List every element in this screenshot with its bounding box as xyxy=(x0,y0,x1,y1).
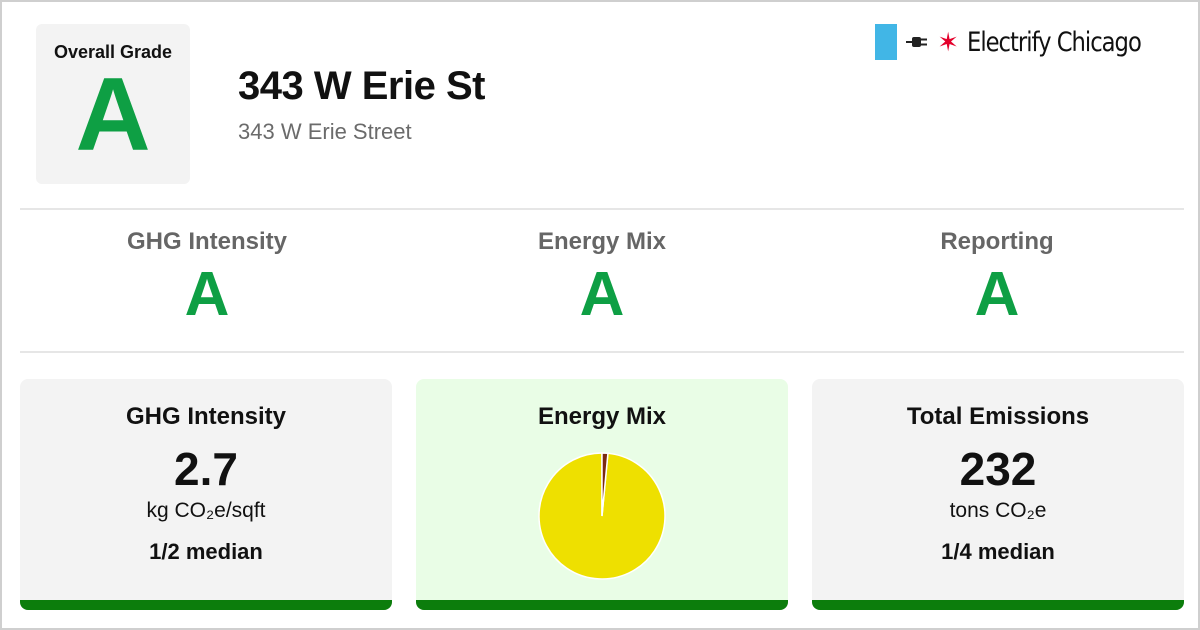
ghg-intensity-card: GHG Intensity 2.7 kg CO₂e/sqft 1/2 media… xyxy=(20,379,392,610)
plug-icon xyxy=(905,34,929,50)
chicago-star-icon: ✶ xyxy=(937,27,960,57)
subgrade-letter: A xyxy=(974,260,1020,329)
brand-logo[interactable]: ✶ Electrify Chicago xyxy=(875,24,1174,60)
subgrade-label: Energy Mix xyxy=(537,228,667,255)
subgrade-ghg-intensity: GHG Intensity A xyxy=(10,228,404,328)
chicago-flag-stripe-icon xyxy=(875,24,898,60)
card-title: GHG Intensity xyxy=(125,403,287,430)
energy-mix-card: Energy Mix xyxy=(416,379,788,610)
header-divider xyxy=(20,208,1184,210)
subgrade-reporting: Reporting A xyxy=(800,228,1194,328)
total-emissions-unit: tons CO₂e xyxy=(949,499,1047,522)
subgrade-energy-mix: Energy Mix A xyxy=(405,228,799,328)
card-status-bar xyxy=(20,600,392,610)
ghg-intensity-unit: kg CO₂e/sqft xyxy=(146,499,266,522)
pie-slice-1 xyxy=(601,452,609,517)
ghg-intensity-median-note: 1/2 median xyxy=(149,539,263,564)
card-status-bar xyxy=(416,600,788,610)
grades-divider xyxy=(20,351,1184,353)
energy-mix-pie-chart xyxy=(537,451,667,581)
overall-grade-box: Overall Grade A xyxy=(36,24,190,184)
card-status-bar xyxy=(812,600,1184,610)
building-address: 343 W Erie Street xyxy=(238,119,412,144)
ghg-intensity-value: 2.7 xyxy=(174,443,238,495)
card-title: Energy Mix xyxy=(537,403,667,430)
total-emissions-card: Total Emissions 232 tons CO₂e 1/4 median xyxy=(812,379,1184,610)
total-emissions-value: 232 xyxy=(959,443,1037,495)
subgrade-letter: A xyxy=(184,260,230,329)
overall-grade-letter: A xyxy=(75,57,151,173)
subgrade-letter: A xyxy=(579,260,625,329)
total-emissions-median-note: 1/4 median xyxy=(941,539,1055,564)
overall-grade-label: Overall Grade xyxy=(53,42,173,62)
card-title: Total Emissions xyxy=(906,403,1090,430)
subgrade-label: Reporting xyxy=(940,228,1054,255)
building-name: 343 W Erie St xyxy=(238,64,485,108)
subgrade-label: GHG Intensity xyxy=(126,228,288,255)
brand-name: Electrify Chicago xyxy=(967,26,1142,58)
